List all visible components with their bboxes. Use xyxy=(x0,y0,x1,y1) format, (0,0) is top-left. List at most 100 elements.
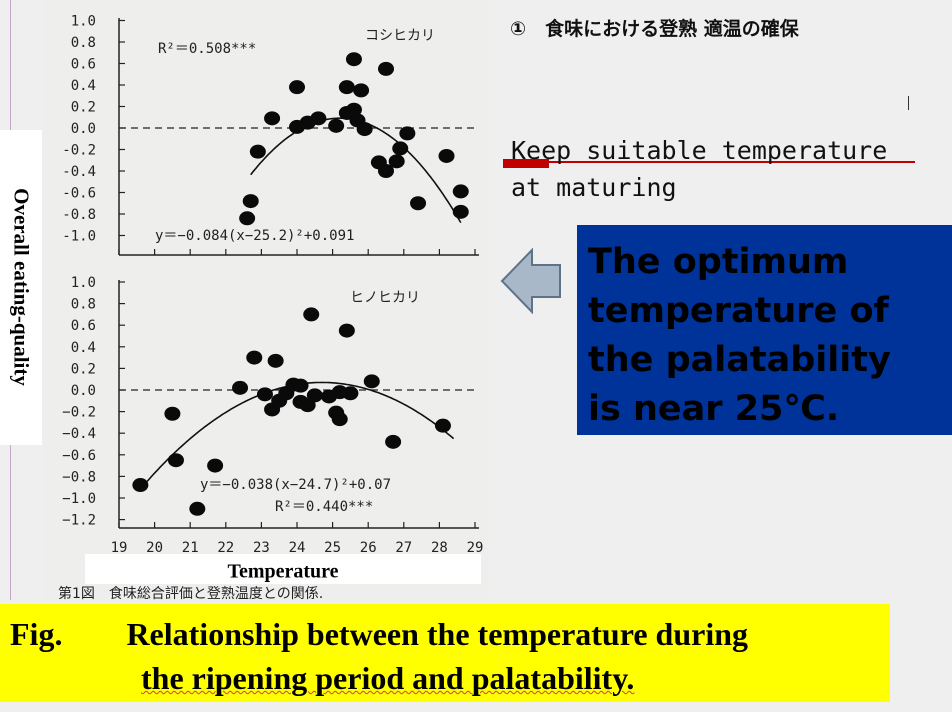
red-marker xyxy=(503,159,549,168)
hinohikari-data-point xyxy=(363,374,380,389)
scatter-charts: 1.0 0.8 0.6 0.4 0.2 0.0 -0.2 -0.4 -0.6 -0.8 -1.0 R²… xyxy=(62,14,483,557)
figure-caption-japanese: 第1図 食味総合評価と登熟温度との関係. xyxy=(58,586,324,602)
hinohikari-y-tick-label: −0.6 xyxy=(62,448,96,464)
hinohikari-y-tick-label: 0.6 xyxy=(71,318,96,334)
hinohikari-y-tick-label: −1.2 xyxy=(62,513,96,529)
koshihikari-y-tick-label: -1.0 xyxy=(62,229,96,245)
koshihikari-y-tick-label: -0.2 xyxy=(62,143,96,159)
hinohikari-data-point xyxy=(167,453,184,468)
hinohikari-y-tick-label: 0.8 xyxy=(71,297,96,313)
koshihikari-y-tick-label: 0.8 xyxy=(71,35,96,51)
koshihikari-y-tick-label: -0.8 xyxy=(62,207,96,223)
caption-line1: Fig. Relationship between the temperature… xyxy=(10,616,748,653)
hinohikari-data-point xyxy=(306,388,323,403)
keep-note-line2: at maturing xyxy=(511,173,677,202)
koshihikari-data-point xyxy=(378,61,394,76)
koshihikari-data-point xyxy=(249,144,266,159)
keep-temperature-note: Keep suitable temperature at maturing xyxy=(511,132,887,206)
hinohikari-data-point xyxy=(292,378,309,393)
hinohikari-y-tick-label: 0.2 xyxy=(71,361,96,377)
hinohikari-x-tick-label: 27 xyxy=(395,540,412,556)
koshihikari-y-tick-label: 0.6 xyxy=(71,57,96,73)
koshihikari-data-point xyxy=(378,164,394,178)
koshihikari-data-point xyxy=(328,118,345,133)
hinohikari-data-point xyxy=(385,434,402,449)
koshihikari-data-point xyxy=(410,196,427,211)
hinohikari-data-point xyxy=(232,380,249,395)
koshihikari-data-point xyxy=(452,204,469,219)
hinohikari-x-tick-label: 20 xyxy=(146,540,163,556)
optimum-line2: temperature of xyxy=(588,291,889,331)
hinohikari-y-tick-label: −1.0 xyxy=(62,491,96,507)
koshihikari-y-tick-label: 0.0 xyxy=(71,121,96,137)
hinohikari-y-tick-label: −0.8 xyxy=(62,469,96,485)
hinohikari-data-point xyxy=(164,406,181,421)
koshihikari-data-point xyxy=(388,154,405,169)
caption-text-line1: Relationship between the temperature dur… xyxy=(126,616,749,652)
hinohikari-data-point xyxy=(246,350,263,365)
hinohikari-equation-label: y＝−0.038(x−24.7)²+0.07 xyxy=(200,477,391,493)
hinohikari-x-tick-label: 23 xyxy=(253,540,270,556)
x-axis-label: Temperature xyxy=(227,560,339,583)
caption-text-line2: the ripening period and palatability. xyxy=(141,660,635,696)
hinohikari-x-tick-label: 28 xyxy=(431,540,448,556)
cursor-mark xyxy=(908,96,909,110)
koshihikari-data-point xyxy=(289,80,305,95)
keep-note-line1: Keep suitable temperature xyxy=(511,136,888,165)
hinohikari-x-tick-label: 21 xyxy=(182,540,199,556)
y-axis-label-box xyxy=(0,130,42,445)
caption-line2: the ripening period and palatability. xyxy=(141,660,634,697)
caption-banner xyxy=(0,604,890,702)
hinohikari-y-tick-label: −0.2 xyxy=(62,405,96,421)
koshihikari-y-tick-label: -0.6 xyxy=(62,186,96,202)
hinohikari-data-point xyxy=(267,353,284,368)
koshihikari-data-point xyxy=(438,148,455,163)
koshihikari-data-point xyxy=(242,194,259,209)
koshihikari-data-point xyxy=(353,83,370,98)
hinohikari-x-tick-label: 25 xyxy=(324,540,341,556)
koshihikari-data-point xyxy=(356,122,373,137)
koshihikari-data-point xyxy=(452,184,469,199)
hinohikari-data-point xyxy=(331,412,348,427)
optimum-line4: is near 25℃. xyxy=(588,389,840,429)
koshihikari-data-point xyxy=(392,141,409,156)
scanned-figure-background xyxy=(42,0,488,600)
koshihikari-data-point xyxy=(239,211,256,226)
koshihikari-series-title: コシヒカリ xyxy=(365,28,435,44)
hinohikari-data-point xyxy=(132,478,149,493)
koshihikari-y-tick-label: -0.4 xyxy=(62,164,96,180)
hinohikari-y-tick-label: −0.4 xyxy=(62,426,96,442)
hinohikari-x-tick-label: 19 xyxy=(111,540,128,556)
optimum-temperature-text: The optimum temperature of the palatabil… xyxy=(588,238,948,434)
koshihikari-y-tick-label: 0.2 xyxy=(71,100,96,116)
hinohikari-r2-label: R²＝0.440*** xyxy=(275,499,373,515)
hinohikari-data-point xyxy=(256,387,273,402)
slide-heading-japanese: ① 食味における登熟 適温の確保 xyxy=(510,18,799,40)
hinohikari-data-point xyxy=(434,418,451,433)
red-underline xyxy=(549,161,915,163)
koshihikari-data-point xyxy=(399,126,416,141)
x-axis-label-box xyxy=(85,554,481,584)
koshihikari-data-point xyxy=(264,111,281,126)
koshihikari-data-point xyxy=(345,102,362,117)
optimum-temperature-box xyxy=(577,225,952,435)
hinohikari-data-point xyxy=(207,458,224,473)
koshihikari-r2-label: R²＝0.508*** xyxy=(158,41,256,57)
koshihikari-data-point xyxy=(345,52,362,67)
optimum-line1: The optimum xyxy=(588,242,849,282)
koshihikari-data-point xyxy=(338,80,355,95)
optimum-line3: the palatability xyxy=(588,340,891,380)
hinohikari-y-tick-label: 0.4 xyxy=(71,340,96,356)
koshihikari-data-point xyxy=(310,111,327,126)
hinohikari-data-point xyxy=(303,307,320,322)
koshihikari-fit-curve xyxy=(250,117,462,224)
hinohikari-y-tick-label: 0.0 xyxy=(71,383,96,399)
hinohikari-x-tick-label: 22 xyxy=(217,540,234,556)
hinohikari-data-point xyxy=(189,501,206,516)
hinohikari-data-point xyxy=(338,323,355,338)
left-arrow-icon xyxy=(500,248,561,314)
hinohikari-x-tick-label: 26 xyxy=(360,540,377,556)
hinohikari-x-tick-label: 24 xyxy=(289,540,306,556)
y-axis-label: Overall eating-quality xyxy=(9,188,34,386)
koshihikari-y-tick-label: 0.4 xyxy=(71,78,96,94)
